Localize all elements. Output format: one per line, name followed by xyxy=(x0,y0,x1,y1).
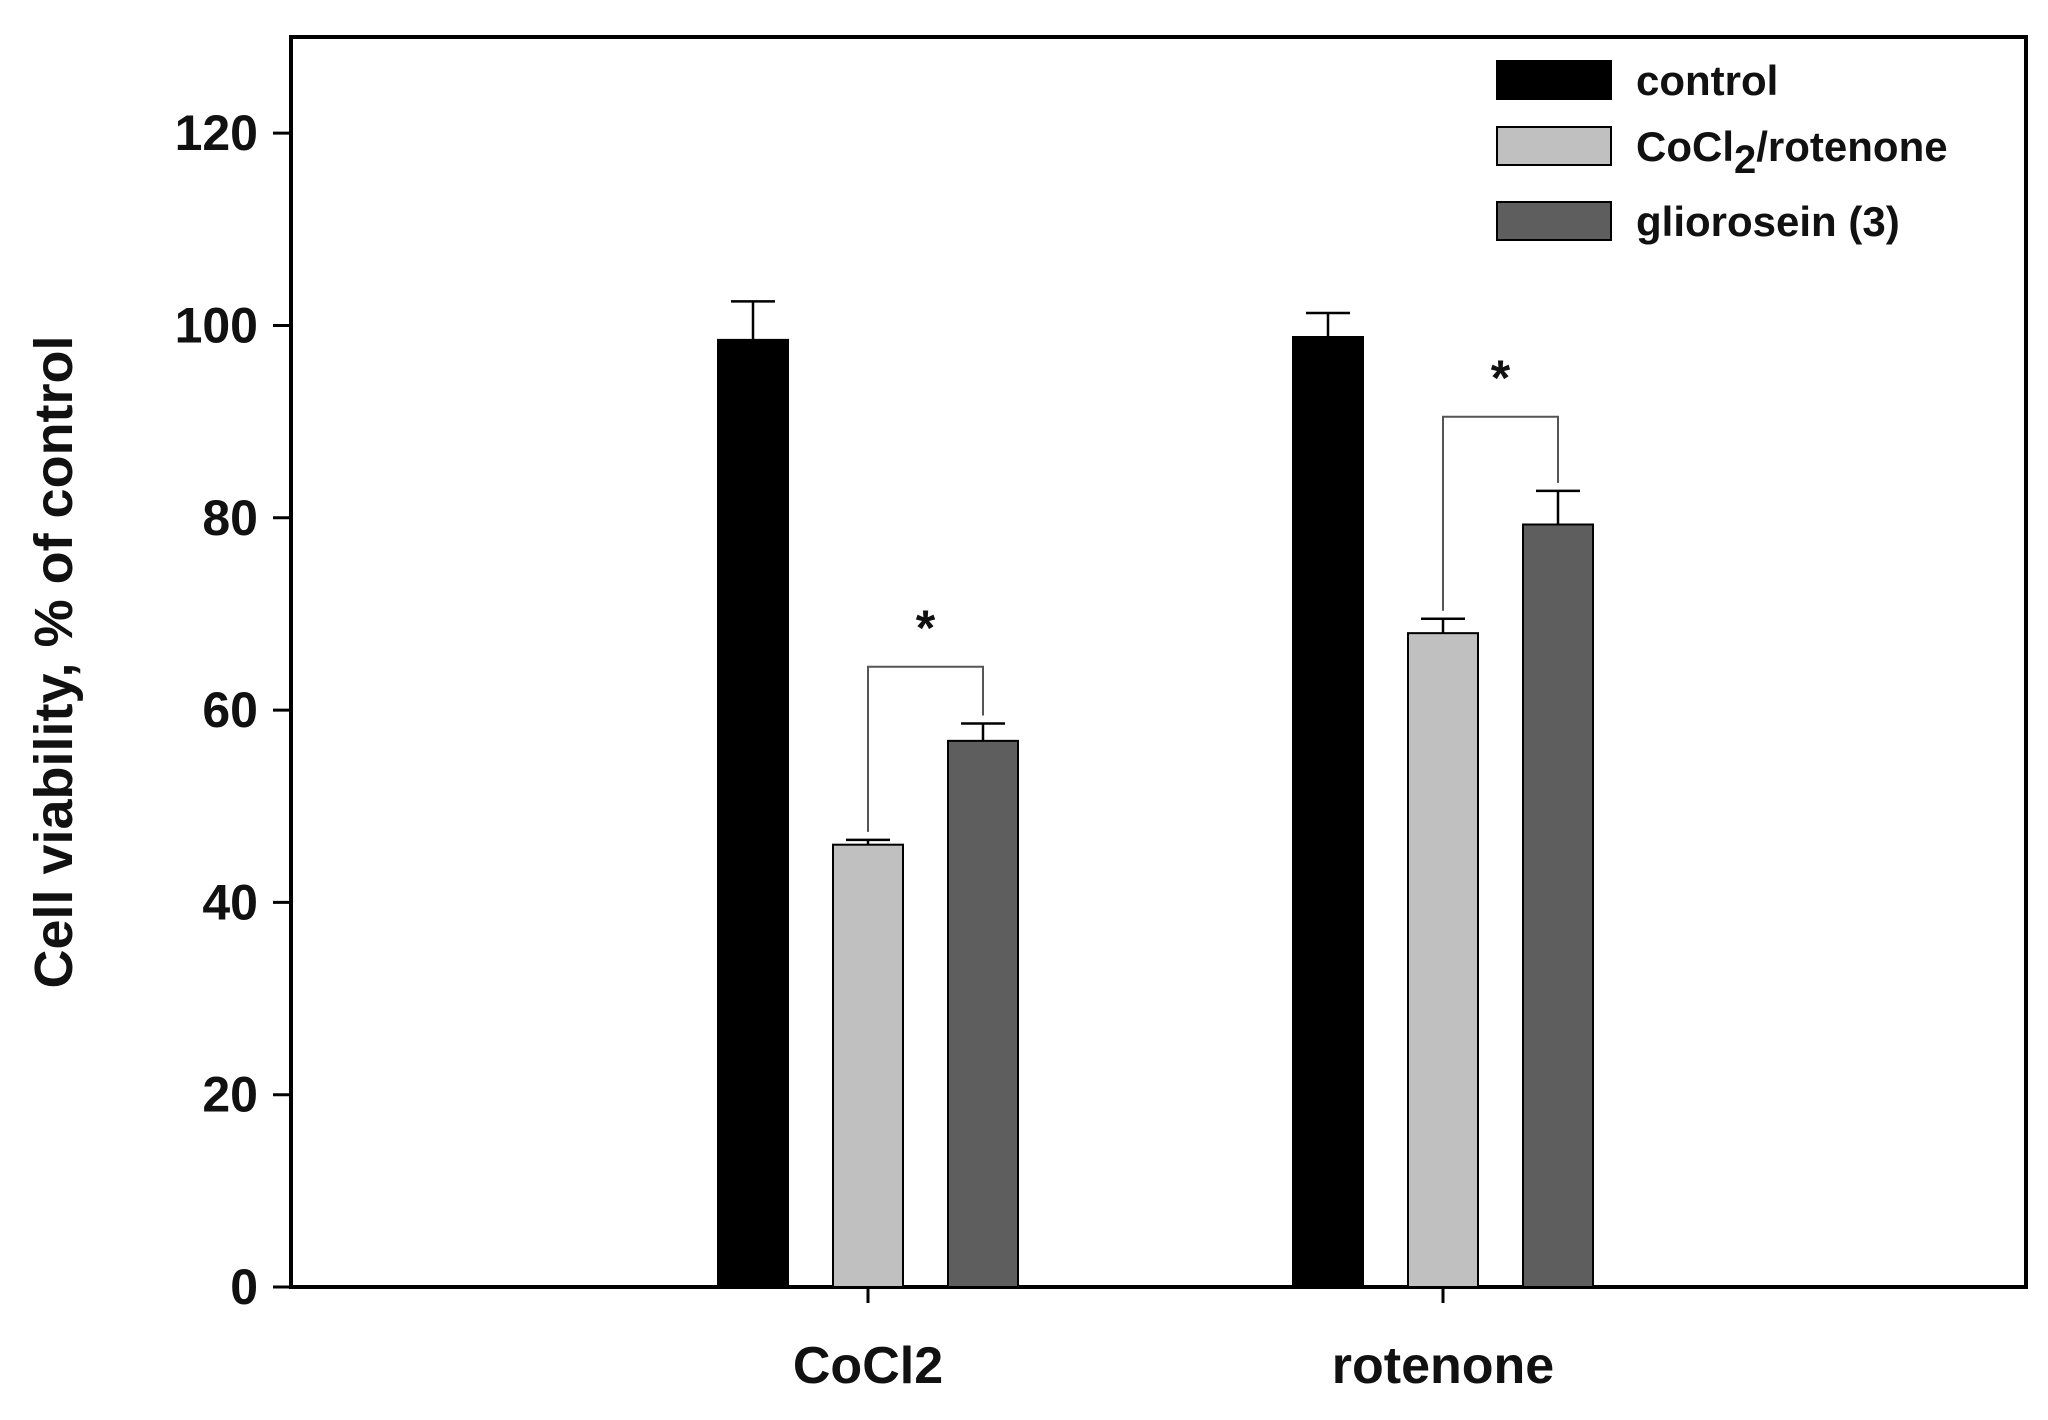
y-tick-label: 0 xyxy=(230,1259,258,1315)
y-axis-label: Cell viability, % of control xyxy=(24,335,84,988)
y-tick-label: 100 xyxy=(175,297,258,353)
legend-label: CoCl2/rotenone xyxy=(1636,123,1948,182)
bar-gliorosein-3--rotenone xyxy=(1522,523,1594,1288)
legend-swatch xyxy=(1496,60,1612,100)
legend-label-text: control xyxy=(1636,57,1778,104)
legend-label-text: gliorosein (3) xyxy=(1636,198,1900,245)
x-category-label: rotenone xyxy=(1332,1337,1554,1395)
error-bars xyxy=(731,300,1580,845)
legend: control CoCl2/rotenone gliorosein (3) xyxy=(1496,57,1948,245)
legend-label-subscript: 2 xyxy=(1734,138,1756,182)
bar-gliorosein-3--cocl2 xyxy=(947,739,1019,1288)
bars xyxy=(717,336,1594,1288)
y-tick-label: 20 xyxy=(202,1067,258,1123)
bar-cocl2-rotenone-rotenone xyxy=(1407,632,1479,1288)
legend-swatch xyxy=(1496,201,1612,241)
x-axis: CoCl2 rotenone xyxy=(793,1287,1554,1395)
legend-label: gliorosein (3) xyxy=(1636,198,1900,245)
significance-brackets: ** xyxy=(867,350,1559,832)
legend-label: control xyxy=(1636,57,1778,104)
y-tick-label: 80 xyxy=(202,490,258,546)
significance-star: * xyxy=(916,600,936,656)
legend-swatch xyxy=(1496,126,1612,166)
significance-star: * xyxy=(1491,350,1511,406)
y-tick-label: 40 xyxy=(202,874,258,930)
y-tick-label: 60 xyxy=(202,682,258,738)
y-axis: 0 20 40 60 80 100 120 xyxy=(175,105,291,1315)
plot-frame xyxy=(289,35,2028,1289)
legend-label-suffix: /rotenone xyxy=(1756,123,1947,170)
bar-control-cocl2 xyxy=(717,338,789,1288)
significance-bracket xyxy=(1442,415,1559,611)
bar-control-rotenone xyxy=(1292,336,1364,1288)
y-tick-label: 120 xyxy=(175,105,258,161)
bar-cocl2-rotenone-cocl2 xyxy=(832,843,904,1288)
legend-label-text: CoCl xyxy=(1636,123,1734,170)
significance-bracket xyxy=(867,665,984,832)
x-category-label: CoCl2 xyxy=(793,1337,943,1395)
